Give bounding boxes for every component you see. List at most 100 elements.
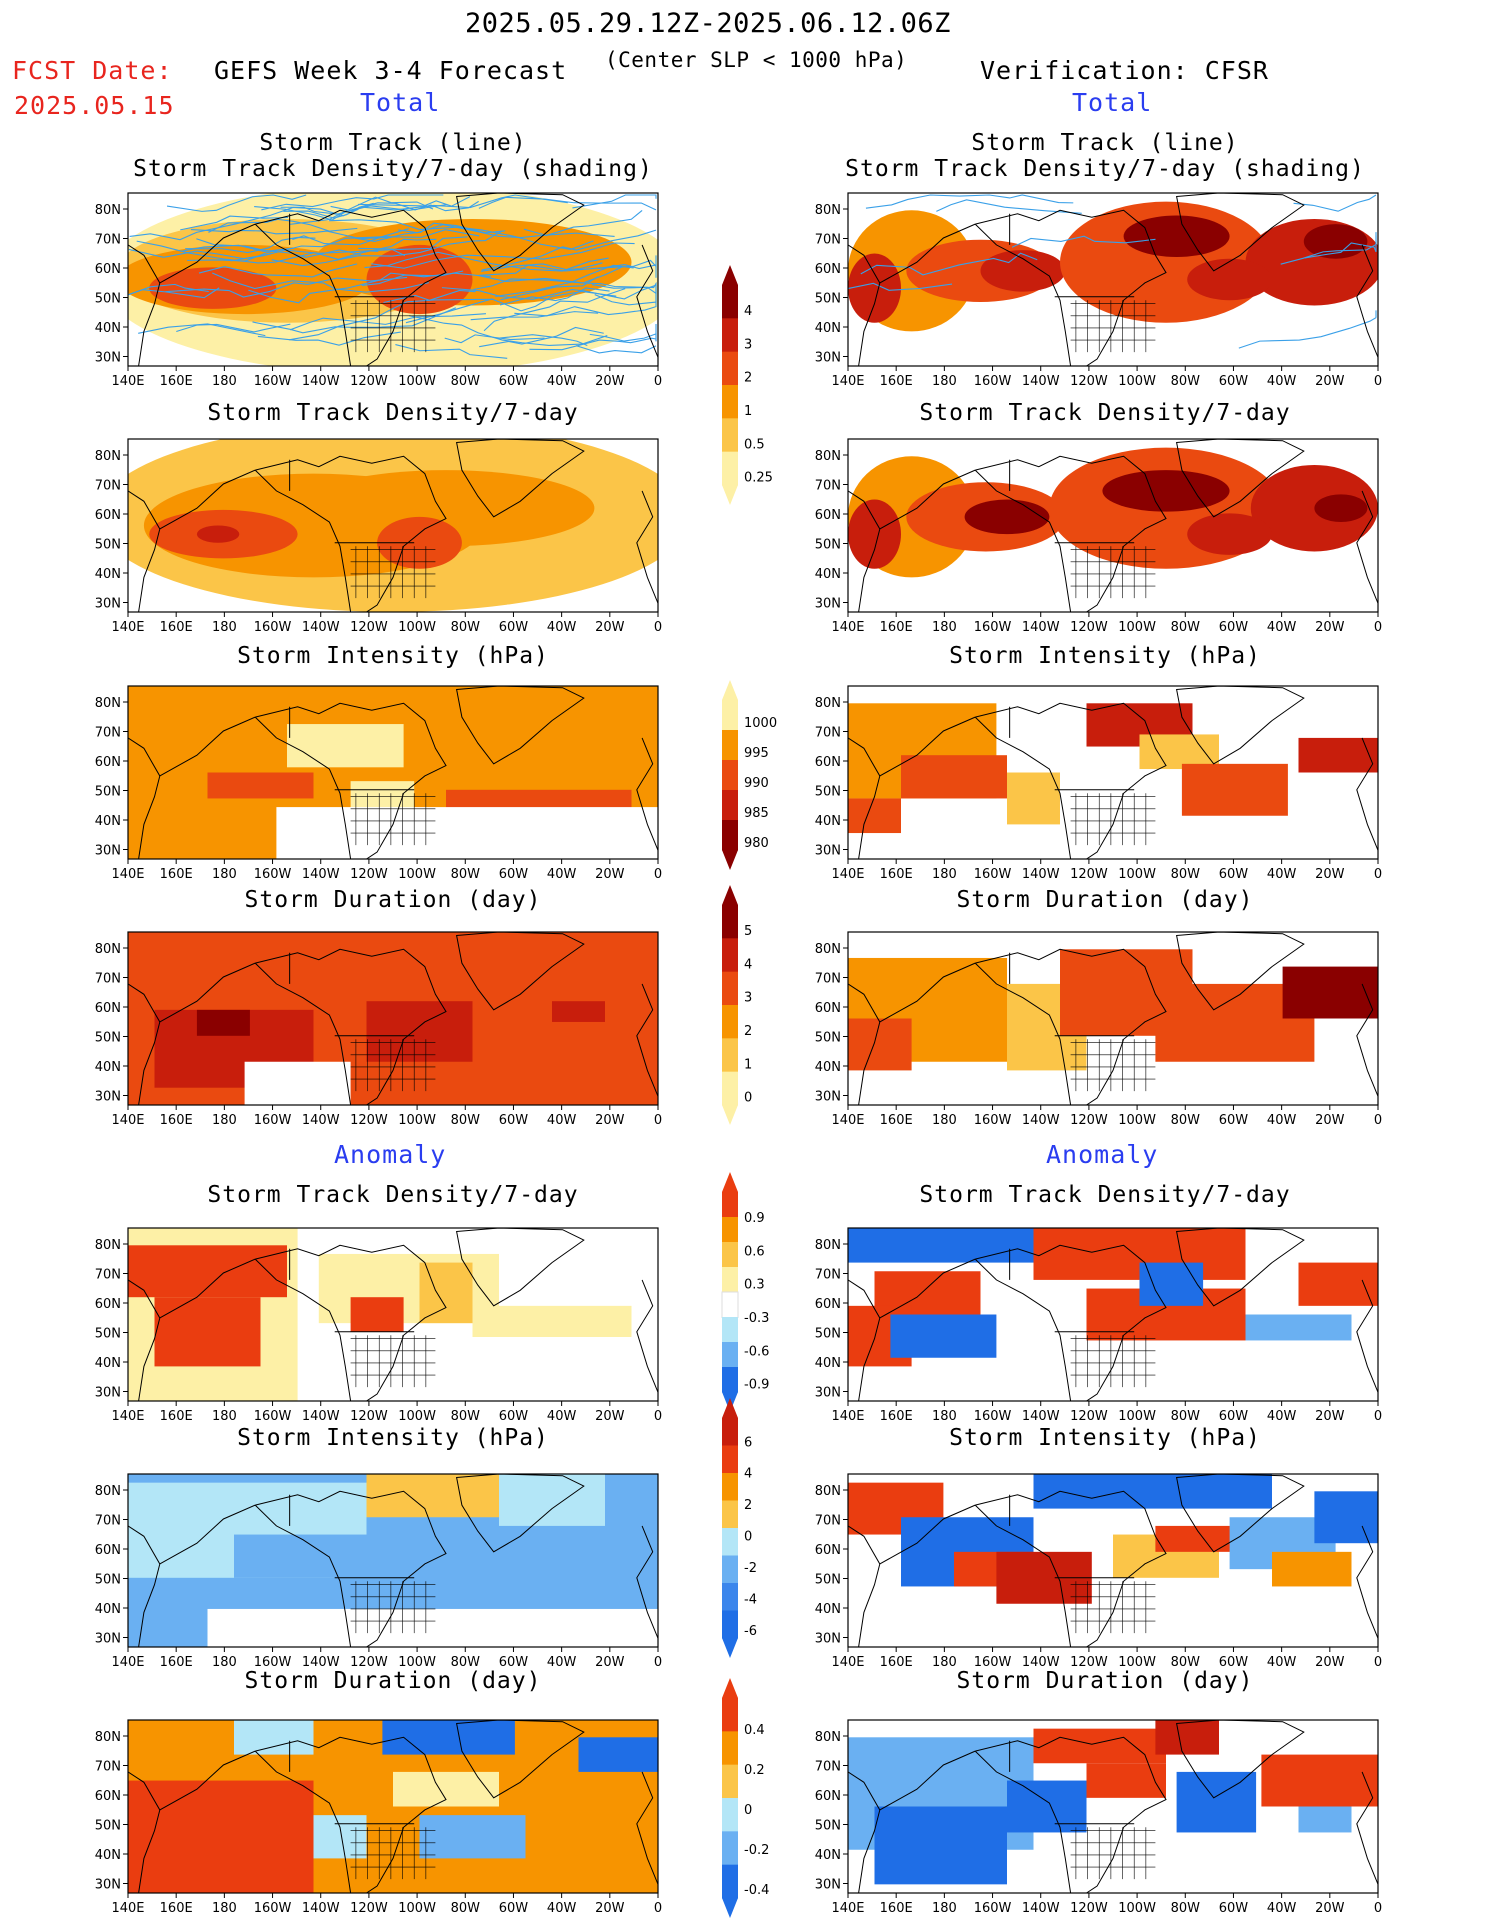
- colorbar-duration: 5 4 3 2 1 0: [722, 885, 752, 1125]
- field-cell: [848, 798, 901, 834]
- map-frame: [847, 1719, 1379, 1894]
- coastline: [1356, 244, 1378, 358]
- x-tick-label: 160E: [160, 1655, 193, 1670]
- colorbar-label: 2: [744, 1498, 752, 1513]
- y-tick-label: 80N: [815, 203, 841, 218]
- x-tick-label: 100W: [1118, 620, 1156, 635]
- colorbar-swatch: [722, 905, 738, 939]
- y-tick-label: 40N: [815, 1848, 841, 1863]
- storm-track-line: [495, 264, 634, 297]
- map-panel-4-0: 140E 160E 180 160W 140W 120W 100W 80W 60W 40W 20W 0…: [95, 1227, 662, 1424]
- storm-track-line: [363, 194, 568, 211]
- x-tick-label: 0: [654, 620, 662, 635]
- map-frame: [127, 931, 659, 1106]
- title-l2: Storm Track Density/7-day: [207, 400, 579, 426]
- storm-track-line: [572, 194, 657, 209]
- field-cell: [1007, 772, 1060, 825]
- x-tick-label: 80W: [451, 374, 481, 389]
- x-tick-label: 120W: [1070, 1409, 1108, 1424]
- coastline: [128, 244, 161, 366]
- field-cell: [552, 1001, 605, 1022]
- colorbar-top-arrow: [722, 1398, 738, 1418]
- colorbar-swatch: [722, 760, 738, 791]
- x-tick-label: 100W: [1118, 1901, 1156, 1916]
- y-tick-label: 40N: [95, 567, 121, 582]
- y-tick-label: 70N: [95, 479, 121, 494]
- field-cell: [848, 1228, 1034, 1263]
- x-tick-label: 80W: [451, 867, 481, 882]
- coastline: [255, 702, 447, 859]
- coastline: [1176, 1228, 1305, 1307]
- colorbar-top-arrow: [722, 885, 738, 905]
- storm-track-line: [409, 315, 608, 346]
- coastline: [254, 223, 352, 366]
- field-cell: [287, 724, 404, 768]
- y-tick-label: 60N: [815, 1543, 841, 1558]
- field-cell: [196, 525, 240, 543]
- colorbar-swatch: [722, 1583, 738, 1611]
- field-cell: [297, 470, 595, 547]
- storm-track-line: [371, 242, 635, 269]
- coastline: [975, 209, 1167, 366]
- x-tick-label: 160W: [974, 1655, 1012, 1670]
- map-panel-5-1: 140E 160E 180 160W 140W 120W 100W 80W 60W 40W 20W 0…: [815, 1473, 1382, 1670]
- coastline: [456, 932, 585, 1011]
- title-l5: Storm Track Density/7-day: [207, 1182, 579, 1208]
- field-cell: [128, 815, 245, 859]
- x-tick-label: 160E: [880, 374, 913, 389]
- storm-track-line: [138, 323, 266, 337]
- map-panel-2-1: 140E 160E 180 160W 140W 120W 100W 80W 60W 40W 20W 0…: [815, 685, 1382, 882]
- coastline: [159, 1258, 256, 1319]
- x-tick-label: 120W: [350, 1901, 388, 1916]
- field-cell: [382, 1720, 515, 1755]
- x-tick-label: 140E: [831, 1113, 864, 1128]
- x-tick-label: 100W: [398, 1655, 436, 1670]
- map-field: [128, 1474, 658, 1647]
- colorbar-swatch: [722, 285, 738, 319]
- map-panel-1-1: 140E 160E 180 160W 140W 120W 100W 80W 60W 40W 20W 0…: [815, 438, 1382, 635]
- field-cell: [1298, 1262, 1378, 1306]
- y-tick-label: 60N: [815, 508, 841, 523]
- x-tick-label: 180: [212, 867, 237, 882]
- field-cell: [234, 1534, 367, 1578]
- colorbar-label: 2: [744, 1024, 752, 1039]
- coastline: [848, 1279, 881, 1401]
- map-field: [848, 686, 1378, 859]
- x-tick-label: 140E: [111, 1409, 144, 1424]
- x-tick-label: 40W: [1267, 867, 1297, 882]
- x-tick-label: 140E: [831, 620, 864, 635]
- y-tick-label: 30N: [815, 597, 841, 612]
- storm-track-line: [865, 194, 1074, 209]
- x-tick-label: 20W: [1315, 374, 1345, 389]
- x-tick-label: 60W: [499, 374, 529, 389]
- coastline: [254, 962, 352, 1105]
- field-cell: [1282, 966, 1378, 1019]
- map-panel-6-0: 140E 160E 180 160W 140W 120W 100W 80W 60W 40W 20W 0…: [95, 1719, 662, 1916]
- x-tick-label: 60W: [499, 1113, 529, 1128]
- map-frame: [127, 685, 659, 860]
- y-tick-label: 60N: [95, 755, 121, 770]
- x-tick-label: 20W: [595, 1655, 625, 1670]
- x-tick-label: 140E: [831, 1655, 864, 1670]
- x-tick-label: 40W: [1267, 1409, 1297, 1424]
- colorbar-label: 985: [744, 806, 769, 821]
- y-tick-label: 70N: [815, 479, 841, 494]
- y-tick-label: 40N: [95, 1356, 121, 1371]
- x-tick-label: 40W: [1267, 1901, 1297, 1916]
- colorbar-swatch: [722, 1192, 738, 1218]
- storm-track-line: [176, 323, 291, 333]
- x-tick-label: 0: [1374, 1113, 1382, 1128]
- x-tick-label: 80W: [451, 1409, 481, 1424]
- x-tick-label: 60W: [499, 620, 529, 635]
- storm-track-line: [330, 200, 479, 212]
- x-tick-label: 140E: [111, 1655, 144, 1670]
- map-frame: [127, 1719, 659, 1894]
- x-tick-label: 0: [654, 1409, 662, 1424]
- colorbar-bottom-arrow: [722, 1898, 738, 1918]
- x-tick-label: 0: [654, 867, 662, 882]
- y-tick-label: 80N: [815, 696, 841, 711]
- field-cell: [901, 755, 1007, 799]
- coastline: [255, 1244, 447, 1401]
- field-cell: [1272, 1551, 1352, 1587]
